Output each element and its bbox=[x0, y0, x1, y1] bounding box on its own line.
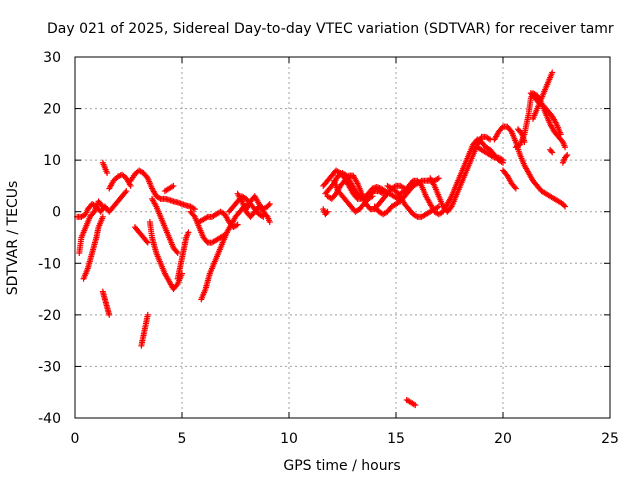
series-t4 bbox=[99, 159, 111, 177]
series-t33 bbox=[500, 167, 519, 192]
data-point bbox=[173, 248, 180, 255]
series-t20 bbox=[320, 206, 331, 218]
data-point bbox=[549, 149, 556, 156]
series-t28 bbox=[403, 396, 419, 409]
series-t2 bbox=[76, 198, 106, 256]
data-point bbox=[190, 212, 197, 219]
x-tick-label: 0 bbox=[71, 431, 80, 447]
y-axis-label: SDTVAR / TECUs bbox=[5, 181, 21, 296]
data-point bbox=[122, 189, 129, 196]
data-point bbox=[521, 139, 528, 146]
axis-ticks: 0 5 10 15 20 25 -40 -30 -20 -10 0 10 20 30 bbox=[38, 50, 619, 447]
data-point bbox=[507, 127, 514, 134]
y-tick-label: 30 bbox=[43, 50, 61, 66]
data-point bbox=[99, 213, 106, 220]
data-point bbox=[412, 402, 419, 409]
data-point bbox=[560, 202, 567, 209]
series-t31 bbox=[470, 144, 506, 164]
data-point bbox=[511, 184, 518, 191]
data-point bbox=[99, 203, 106, 210]
data-point bbox=[98, 202, 105, 209]
data-point bbox=[234, 221, 241, 228]
y-tick-label: 20 bbox=[43, 102, 61, 118]
series-t10 bbox=[146, 219, 185, 293]
series-t39 bbox=[559, 151, 571, 166]
data-point bbox=[266, 200, 273, 207]
data-point bbox=[191, 206, 198, 213]
data-point bbox=[417, 181, 424, 188]
y-tick-label: 0 bbox=[52, 205, 61, 221]
data-point bbox=[558, 137, 565, 144]
data-point bbox=[173, 282, 180, 289]
x-tick-label: 15 bbox=[387, 431, 405, 447]
series-t19 bbox=[243, 193, 273, 213]
y-tick-label: -30 bbox=[38, 359, 61, 375]
data-point bbox=[170, 182, 177, 189]
chart-title: Day 021 of 2025, Sidereal Day-to-day VTE… bbox=[47, 21, 614, 37]
x-tick-label: 25 bbox=[601, 431, 619, 447]
data-point bbox=[564, 151, 571, 158]
data-point bbox=[562, 144, 569, 151]
series-t12 bbox=[161, 182, 177, 195]
series-t24 bbox=[330, 177, 376, 215]
data-point bbox=[143, 238, 150, 245]
data-point bbox=[549, 69, 556, 76]
data-point bbox=[562, 203, 569, 210]
data-point bbox=[369, 193, 376, 200]
series-t3 bbox=[80, 213, 106, 282]
x-tick-label: 20 bbox=[494, 431, 512, 447]
series-t7 bbox=[127, 167, 198, 213]
series-t37 bbox=[527, 90, 564, 138]
data-point bbox=[263, 212, 270, 219]
x-tick-label: 5 bbox=[178, 431, 187, 447]
x-axis-label: GPS time / hours bbox=[283, 458, 400, 474]
series-t26 bbox=[384, 182, 442, 220]
data-point bbox=[143, 173, 150, 180]
data-point bbox=[324, 208, 331, 215]
series-t9 bbox=[138, 311, 151, 349]
series-t11 bbox=[149, 195, 181, 256]
y-tick-label: -20 bbox=[38, 308, 61, 324]
data-point bbox=[266, 219, 273, 226]
series-t5 bbox=[99, 288, 113, 318]
y-tick-label: -10 bbox=[38, 256, 61, 272]
data-point bbox=[106, 311, 113, 318]
series-t13 bbox=[174, 229, 192, 282]
data-point bbox=[548, 148, 555, 155]
series-t6 bbox=[106, 171, 134, 192]
data-point bbox=[323, 210, 330, 217]
data-point bbox=[144, 311, 151, 318]
series-t8 bbox=[131, 224, 151, 246]
data-point bbox=[104, 170, 111, 177]
data-point bbox=[174, 249, 181, 256]
series-t38 bbox=[547, 146, 556, 156]
y-tick-label: 10 bbox=[43, 153, 61, 169]
y-tick-label: -40 bbox=[38, 411, 61, 427]
data-marks bbox=[74, 69, 571, 409]
data-point bbox=[90, 210, 97, 217]
plot-frame bbox=[74, 56, 611, 419]
data-point bbox=[127, 182, 134, 189]
data-point bbox=[435, 175, 442, 182]
data-point bbox=[500, 157, 506, 164]
data-point bbox=[144, 239, 151, 246]
data-point bbox=[512, 185, 519, 192]
series-t32 bbox=[491, 123, 569, 210]
data-point bbox=[185, 229, 192, 236]
data-point bbox=[563, 153, 570, 160]
x-tick-label: 10 bbox=[280, 431, 298, 447]
data-point bbox=[447, 204, 454, 211]
data-point bbox=[123, 188, 130, 195]
data-point bbox=[557, 131, 564, 138]
series-t36 bbox=[514, 126, 528, 146]
data-point bbox=[265, 202, 272, 209]
